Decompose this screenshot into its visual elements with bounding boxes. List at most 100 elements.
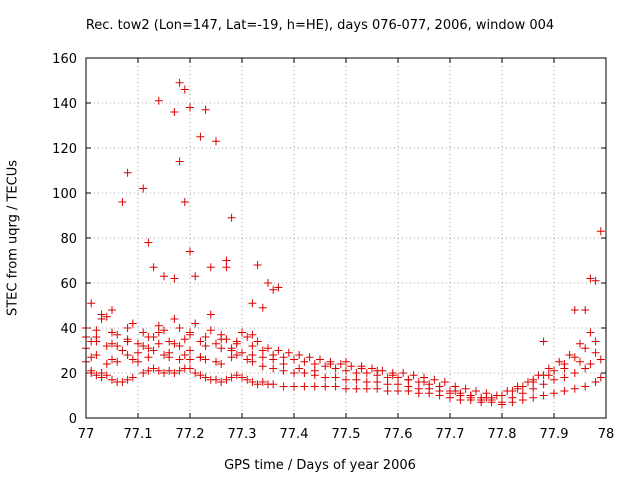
data-point [243,355,252,364]
data-point [284,348,293,357]
data-point [97,369,106,377]
data-point [123,337,132,346]
data-point [128,373,137,382]
data-point [560,373,569,382]
data-point [149,364,158,373]
data-point [102,342,111,350]
data-point [175,78,184,87]
data-point [336,360,345,368]
data-point [274,346,283,355]
data-point [191,272,200,281]
data-points [82,78,605,409]
data-point [451,387,460,395]
data-point [591,378,600,386]
data-point [201,342,210,350]
data-point [508,393,517,402]
data-point [513,384,522,393]
data-point [102,312,111,321]
y-tick-label: 40 [60,322,77,337]
y-tick-label: 20 [60,367,77,382]
data-point [539,337,548,346]
data-point [414,384,423,393]
data-point [113,342,122,350]
x-tick-label: 77.9 [540,427,569,442]
y-tick-label: 160 [52,52,77,67]
data-point [279,360,288,368]
data-point [461,384,470,393]
data-point [425,380,434,389]
data-point [576,357,584,366]
data-point [175,342,184,350]
data-point [175,324,184,332]
data-point [232,339,241,348]
data-point [243,333,252,341]
data-point [440,378,449,386]
data-point [596,373,605,382]
data-point [118,198,127,206]
data-point [342,366,350,375]
data-point [352,375,361,384]
data-point [139,184,148,193]
data-point [550,389,558,398]
data-point [596,355,605,364]
data-point [232,371,241,380]
data-point [399,369,408,377]
x-tick-label: 77.5 [332,427,361,442]
data-point [165,348,174,357]
data-point [550,366,558,375]
data-point [331,382,340,391]
data-point [248,299,257,308]
data-point [149,263,158,272]
data-point [258,346,267,355]
data-point [102,360,111,368]
data-point [352,369,361,377]
data-point [165,366,174,375]
data-point [576,339,584,348]
data-point [383,373,392,382]
data-point [149,346,158,355]
data-point [196,353,205,362]
data-point [248,378,257,386]
x-tick-label: 78 [598,427,615,442]
data-point [186,355,194,364]
data-point [238,348,246,357]
data-point [170,339,179,348]
data-point [435,382,444,391]
data-point [212,339,220,348]
data-point [279,366,288,375]
data-point [175,157,184,166]
data-point [290,382,298,391]
data-point [544,364,553,373]
data-point [160,272,168,281]
data-point [170,369,179,377]
data-point [248,330,257,339]
data-point [144,366,153,375]
data-point [227,344,236,353]
data-point [362,378,371,386]
data-point [191,369,200,377]
y-tick-label: 80 [60,232,77,247]
data-point [123,375,132,384]
data-point [269,380,278,389]
data-point [128,319,137,328]
data-point [227,373,236,382]
data-point [373,384,382,393]
data-point [227,213,236,222]
data-point [383,387,392,395]
data-point [373,366,382,375]
data-point [404,375,413,384]
data-point [310,360,319,368]
data-point [581,382,590,391]
data-point [258,353,267,362]
data-point [586,274,595,283]
data-point [518,389,527,398]
data-point [118,346,127,355]
data-point [290,369,298,377]
data-point [217,335,226,344]
data-point [128,355,137,364]
data-point [326,360,335,368]
tick-labels: 77 77.1 77.2 77.3 77.4 77.5 77.6 77.7 77.8 77.9 78… [52,52,614,442]
data-point [118,378,127,386]
data-point [139,342,148,350]
data-point [232,351,241,359]
